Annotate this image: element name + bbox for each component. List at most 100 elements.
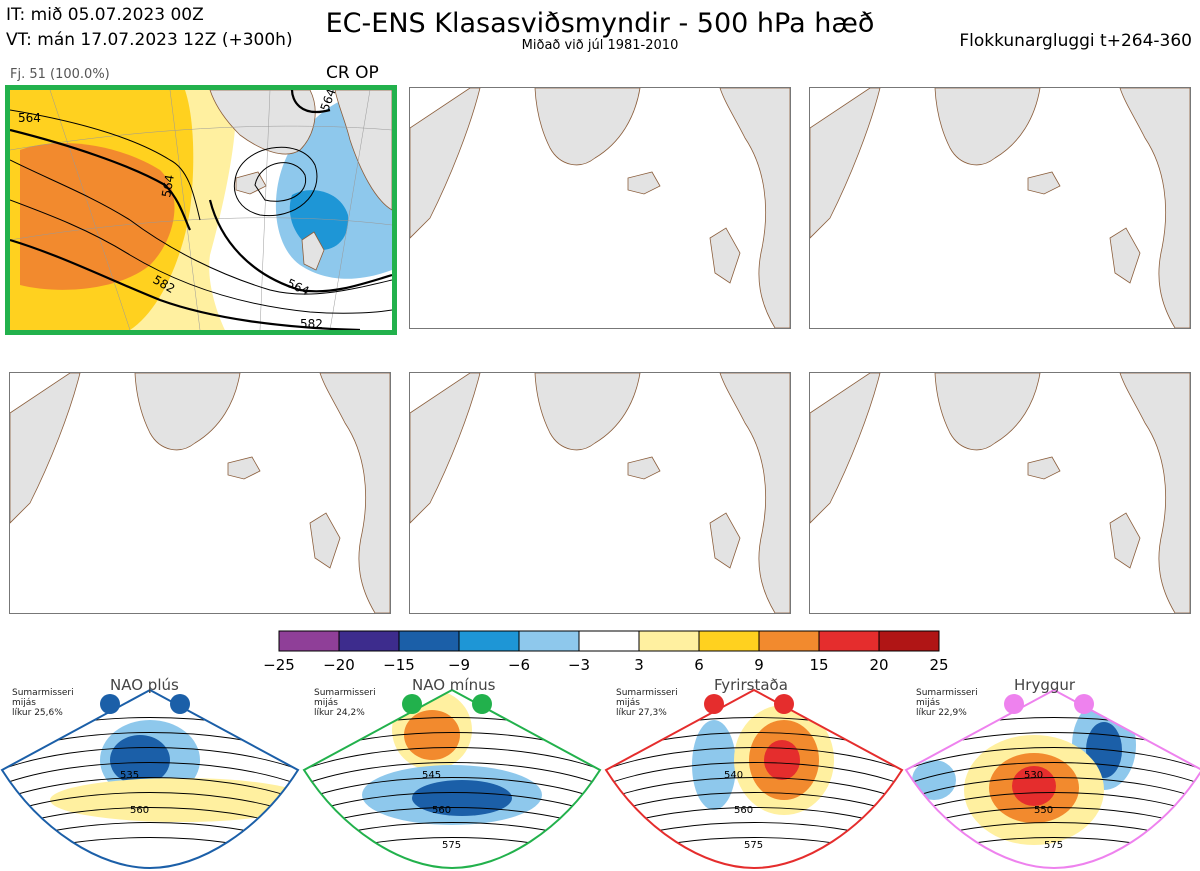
height-contour xyxy=(2,792,298,816)
colorbar-tick: −6 xyxy=(507,656,531,674)
regime-season: Sumarmisseri xyxy=(616,688,678,698)
contour-label: 564 xyxy=(18,111,41,125)
height-contour xyxy=(2,837,298,861)
regime-basis: mijás xyxy=(12,698,36,708)
regime-basis: mijás xyxy=(314,698,338,708)
height-contour xyxy=(606,792,902,816)
regime-name: Hryggur xyxy=(1014,676,1076,694)
regime-info: Sumarmisseri mijás líkur 22,9% xyxy=(916,688,978,718)
cluster-map-3[interactable] xyxy=(809,87,1191,329)
regime-contour-label: 560 xyxy=(432,805,451,816)
cluster-map-4[interactable] xyxy=(9,372,391,614)
height-contour xyxy=(606,747,902,771)
height-contour xyxy=(304,762,600,786)
regime-contour-label: 575 xyxy=(442,840,461,851)
basemap xyxy=(810,373,1190,613)
initial-time: IT: mið 05.07.2023 00Z xyxy=(6,5,204,25)
regime-contour-label: 575 xyxy=(1044,840,1063,851)
regime-season: Sumarmisseri xyxy=(12,688,74,698)
colorbar-segment xyxy=(758,630,820,652)
regime-marker xyxy=(170,694,190,714)
regime-contour-label: 560 xyxy=(734,805,753,816)
regime-outline xyxy=(904,688,1200,870)
regime-basis: mijás xyxy=(916,698,940,708)
colorbar-segment xyxy=(578,630,640,652)
valid-time: VT: mán 17.07.2023 12Z (+300h) xyxy=(6,30,293,50)
colorbar-tick: −20 xyxy=(323,656,355,674)
colorbar-tick: −3 xyxy=(567,656,591,674)
regime-info: Sumarmisseri mijás líkur 27,3% xyxy=(616,688,678,718)
regime-contour-label: 540 xyxy=(724,770,743,781)
regime-map: 535 560 xyxy=(0,688,300,870)
regime-marker xyxy=(100,694,120,714)
colorbar-tick: −15 xyxy=(383,656,415,674)
contour-label: 582 xyxy=(300,317,323,330)
height-contour xyxy=(906,717,1200,741)
regime-outline xyxy=(0,688,300,870)
cluster-label: Fj. 51 (100.0%) xyxy=(10,67,110,82)
colorbar-segment xyxy=(878,630,940,652)
height-contour xyxy=(606,777,902,801)
basemap xyxy=(410,373,790,613)
cluster-map-6[interactable] xyxy=(809,372,1191,614)
colorbar-segment xyxy=(398,630,460,652)
anomaly-blob xyxy=(1012,766,1056,806)
regime-contour-label: 560 xyxy=(130,805,149,816)
regime-map: 540 560 575 xyxy=(604,688,904,870)
basemap xyxy=(10,373,390,613)
regime-info: Sumarmisseri mijás líkur 24,2% xyxy=(314,688,376,718)
anomaly-colorbar xyxy=(278,630,940,652)
colorbar-segment xyxy=(518,630,580,652)
page-title: EC-ENS Klasasviðsmyndir - 500 hPa hæð xyxy=(325,8,875,39)
height-contour xyxy=(304,777,600,801)
regime-map: 545 560 575 xyxy=(302,688,602,870)
regime-contour-label: 575 xyxy=(744,840,763,851)
height-contour xyxy=(606,762,902,786)
regime-contour-label: 545 xyxy=(422,770,441,781)
colorbar-tick: 3 xyxy=(634,656,644,674)
colorbar-tick: 20 xyxy=(869,656,889,674)
regime-probability: líkur 22,9% xyxy=(916,708,967,718)
height-contour xyxy=(606,807,902,831)
anomaly-blob xyxy=(764,740,800,780)
regime-marker xyxy=(774,694,794,714)
colorbar-tick: 6 xyxy=(694,656,704,674)
height-contour xyxy=(2,777,298,801)
regime-name: Fyrirstaða xyxy=(714,676,788,694)
colorbar-tick: −9 xyxy=(447,656,471,674)
regime-name: NAO mínus xyxy=(412,676,496,694)
regime-marker xyxy=(704,694,724,714)
height-contour xyxy=(2,747,298,771)
colorbar-segment xyxy=(818,630,880,652)
cluster-map-1[interactable]: 564 564 582 564 582 564 xyxy=(5,85,397,335)
regime-probability: líkur 27,3% xyxy=(616,708,667,718)
colorbar-segment xyxy=(638,630,700,652)
height-contour xyxy=(304,747,600,771)
colorbar-tick: 25 xyxy=(929,656,949,674)
regime-basis: mijás xyxy=(616,698,640,708)
regime-outline xyxy=(604,688,904,870)
regime-info: Sumarmisseri mijás líkur 25,6% xyxy=(12,688,74,718)
regime-contour-label: 535 xyxy=(120,770,139,781)
cluster-tags: CR OP xyxy=(326,63,379,83)
regime-name: NAO plús xyxy=(110,676,179,694)
colorbar-segment xyxy=(698,630,760,652)
height-contour xyxy=(906,792,1200,816)
regime-panel: 535 560 xyxy=(0,680,300,870)
page-subtitle: Miðað við júl 1981-2010 xyxy=(521,38,679,53)
colorbar-segment xyxy=(338,630,400,652)
regime-season: Sumarmisseri xyxy=(916,688,978,698)
regime-marker xyxy=(472,694,492,714)
anomaly-blob xyxy=(412,780,512,816)
height-contour xyxy=(906,747,1200,771)
basemap xyxy=(810,88,1190,328)
anomaly-blob xyxy=(912,760,956,800)
colorbar-segment xyxy=(458,630,520,652)
classification-window: Flokkunargluggi t+264-360 xyxy=(959,31,1192,51)
anomaly-blob xyxy=(50,778,298,822)
cluster-map-5[interactable] xyxy=(409,372,791,614)
colorbar-tick: 9 xyxy=(754,656,764,674)
colorbar-tick: 15 xyxy=(809,656,829,674)
basemap xyxy=(410,88,790,328)
cluster-map-2[interactable] xyxy=(409,87,791,329)
